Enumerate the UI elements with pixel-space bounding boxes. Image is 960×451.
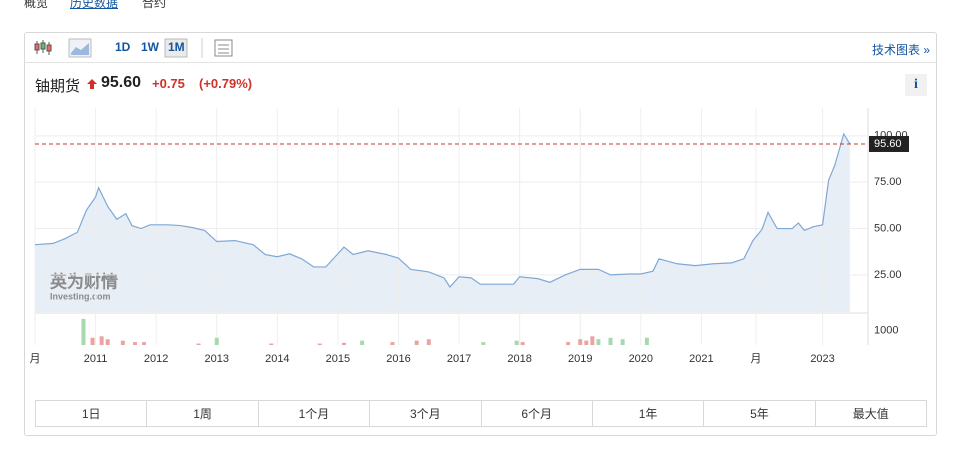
interval-button[interactable]: 1M	[168, 40, 185, 54]
x-tick-label: 月	[30, 353, 41, 365]
candle-icon[interactable]	[34, 40, 52, 55]
range-button[interactable]: 5年	[704, 401, 816, 426]
table-icon[interactable]	[214, 39, 233, 57]
up-arrow	[87, 79, 97, 89]
volume-bar	[317, 343, 322, 345]
range-button[interactable]: 1个月	[259, 401, 371, 426]
active-interval	[164, 38, 188, 58]
volume-bar	[269, 343, 274, 345]
volume-bar	[90, 337, 95, 345]
x-tick-label: 2020	[629, 353, 653, 365]
volume-bar	[514, 340, 519, 345]
x-tick-label: 2019	[568, 353, 592, 365]
range-button[interactable]: 1年	[593, 401, 705, 426]
interval-button[interactable]: 1D	[115, 40, 131, 54]
x-tick-label: 2012	[144, 353, 168, 365]
volume-bar	[105, 339, 110, 345]
range-button[interactable]: 1周	[147, 401, 259, 426]
volume-bar	[81, 318, 86, 345]
volume-bar	[584, 340, 589, 345]
y2-tick-label: 1000	[874, 324, 898, 336]
chart-card	[24, 32, 937, 436]
range-button[interactable]: 最大值	[852, 407, 889, 421]
chart: 英为财情 Investing.com 月 2011 2012 2013 2014 2015…	[30, 108, 909, 365]
volume-bar	[608, 337, 613, 345]
volume-bar	[99, 336, 104, 345]
watermark-site: Investing.com	[50, 291, 111, 301]
x-tick-label: 2014	[265, 353, 289, 365]
volume-bar	[390, 342, 395, 345]
volume-bar	[414, 340, 419, 345]
x-tick-label: 2016	[386, 353, 410, 365]
volume-bar	[132, 342, 137, 345]
line	[34, 132, 851, 288]
info-button[interactable]: i	[905, 74, 927, 96]
interval-button[interactable]: 1W	[141, 40, 159, 54]
volume-bar	[341, 342, 346, 345]
range-button[interactable]: 6个月	[482, 401, 593, 426]
y-tick-label: 75.00	[874, 176, 902, 188]
last-price-box	[869, 135, 909, 152]
volume-bar	[590, 336, 595, 345]
volume-bar	[520, 342, 525, 345]
area-icon[interactable]	[68, 38, 92, 58]
watermark-brand: 英为财情	[50, 271, 118, 291]
x-tick-label: 2013	[205, 353, 229, 365]
x-tick-label: 2018	[507, 353, 531, 365]
x-tick-label: 月	[750, 353, 761, 365]
volume-bar	[481, 342, 486, 345]
area	[35, 133, 850, 312]
volume-bar	[578, 339, 583, 345]
range-button[interactable]: 1日	[36, 401, 148, 426]
volume-bar	[596, 339, 601, 345]
volume-bar	[120, 340, 125, 345]
x-tick-label: 2023	[810, 353, 834, 365]
range-bar: 1日 1周 1个月 3个月 6个月 1年 5年 最大值	[35, 400, 927, 427]
change-pct: (+0.79%)	[199, 76, 253, 91]
x-tick-label: 2017	[447, 353, 471, 365]
volume-bar	[196, 343, 201, 345]
x-tick-label: 2011	[84, 353, 108, 365]
volume-bar	[426, 339, 431, 345]
volume-bar	[360, 340, 365, 345]
x-tick-label: 2015	[326, 353, 350, 365]
volume-bar	[566, 342, 571, 345]
tab[interactable]: 合约	[142, 0, 167, 10]
range-button[interactable]: 3个月	[370, 401, 482, 426]
volume-bar	[620, 339, 625, 345]
tech-chart-link[interactable]: 技术图表 »	[871, 43, 930, 57]
volume-bar	[214, 337, 219, 345]
tab[interactable]: 历史数据	[70, 0, 119, 10]
last-price-label: 95.60	[874, 138, 902, 150]
toolbar-icons	[34, 38, 233, 58]
volume-bar	[142, 342, 147, 345]
change: +0.75	[152, 76, 185, 91]
volume-bar	[644, 337, 649, 345]
toolbar	[24, 32, 937, 63]
y-tick-label: 50.00	[874, 222, 902, 234]
tab[interactable]: 概览	[24, 0, 49, 10]
y-tick-label: 25.00	[874, 269, 902, 281]
price: 95.60	[101, 74, 142, 91]
x-tick-label: 2021	[689, 353, 713, 365]
instrument-name: 铀期货	[35, 78, 81, 95]
